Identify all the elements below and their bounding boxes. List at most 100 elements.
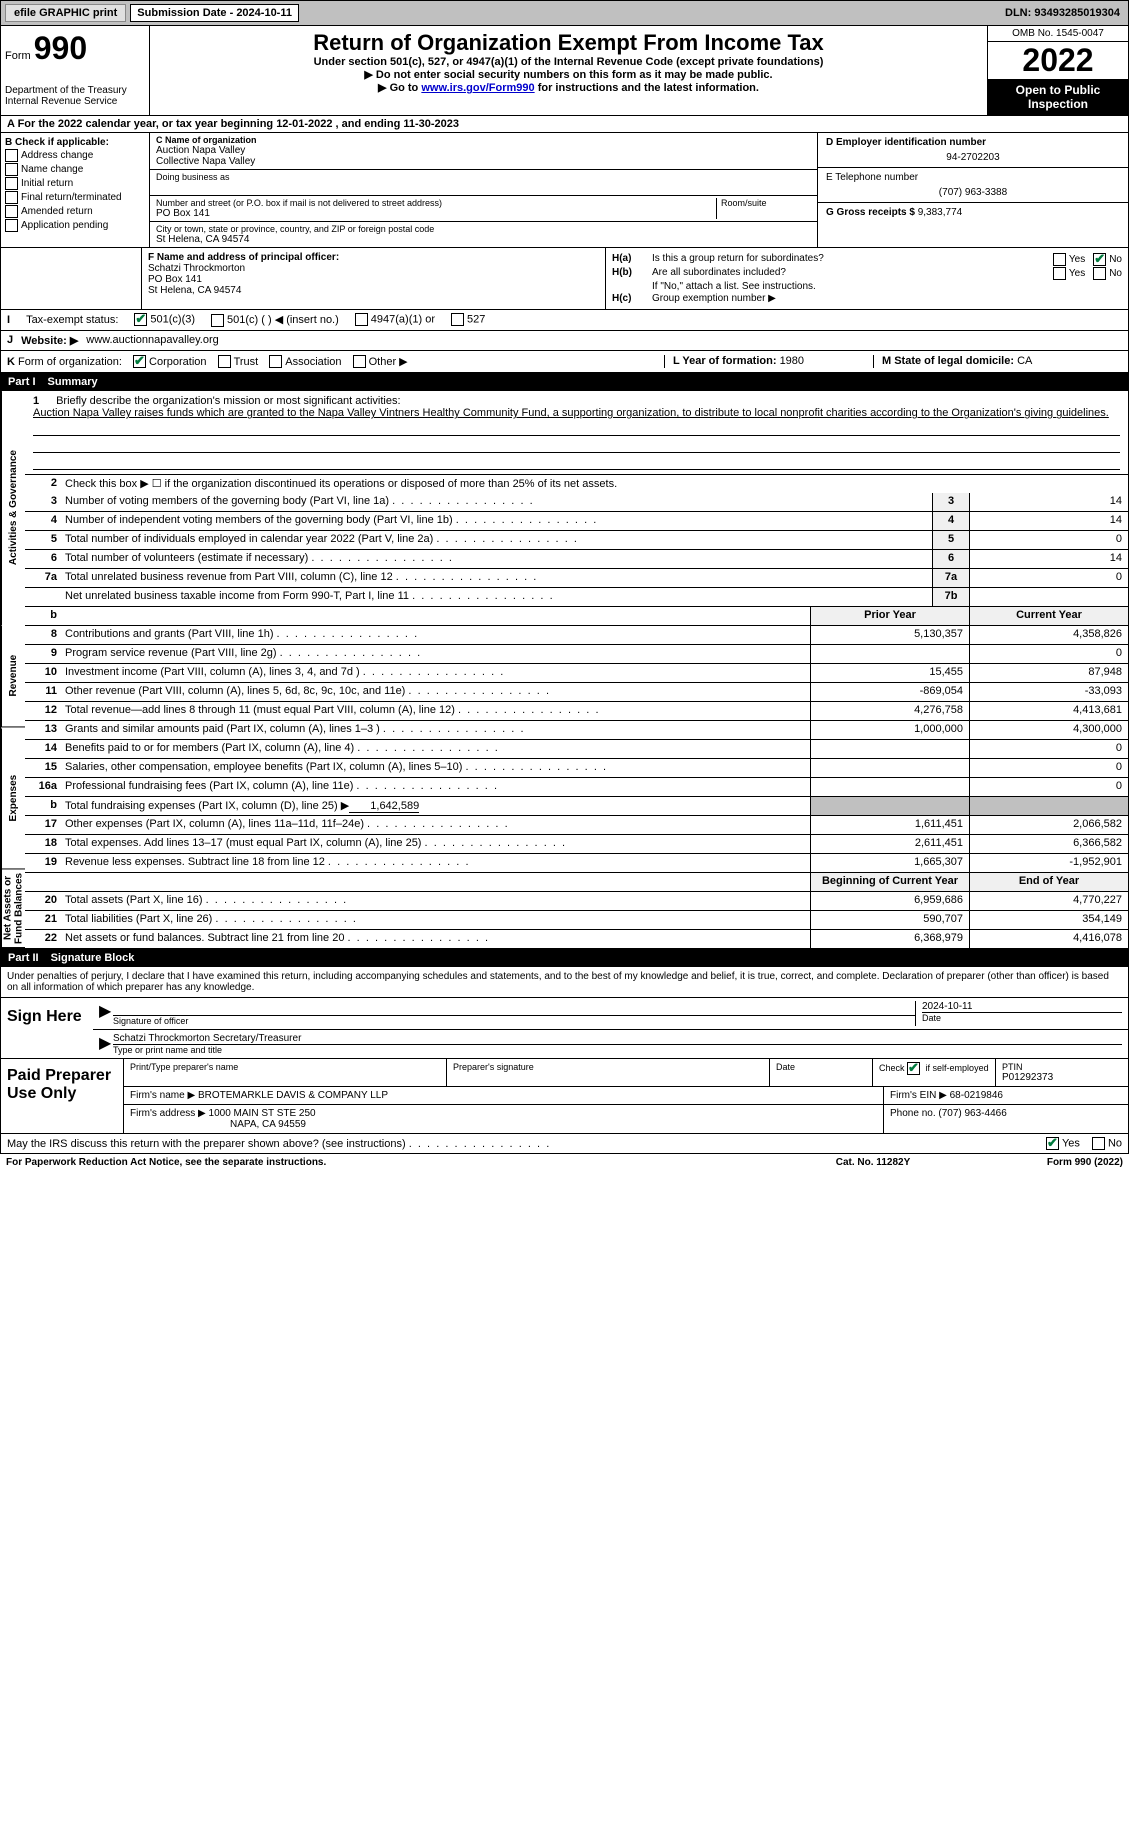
section-deg: D Employer identification number 94-2702… (818, 133, 1128, 247)
b-opt6: Application pending (21, 220, 108, 231)
chk-initial-return[interactable] (5, 177, 18, 190)
prior-year-val: 2,611,451 (810, 835, 969, 853)
summary-content: 1 Briefly describe the organization's mi… (25, 391, 1128, 948)
part-ii-title: Signature Block (51, 952, 135, 964)
footer-left: For Paperwork Reduction Act Notice, see … (6, 1157, 773, 1168)
line-desc: Revenue less expenses. Subtract line 18 … (61, 854, 810, 872)
dba-val (156, 182, 811, 193)
prep-print-lbl: Print/Type preparer's name (130, 1062, 440, 1072)
chk-name-change[interactable] (5, 163, 18, 176)
line-desc: Number of voting members of the governin… (61, 493, 932, 511)
chk-discuss-yes[interactable] (1046, 1137, 1059, 1150)
open-to-public: Open to Public Inspection (988, 79, 1128, 115)
discuss-question: May the IRS discuss this return with the… (7, 1138, 406, 1150)
officer-name: Schatzi Throckmorton (148, 263, 599, 274)
chk-discuss-no[interactable] (1092, 1137, 1105, 1150)
line-num: 21 (25, 911, 61, 929)
arrow-icon: ▶ (99, 1001, 113, 1026)
chk-ha-no[interactable] (1093, 253, 1106, 266)
firm-ein-lbl: Firm's EIN ▶ (890, 1090, 950, 1101)
current-year-val: 4,300,000 (969, 721, 1128, 739)
hb-note: If "No," attach a list. See instructions… (652, 281, 816, 292)
line-box-val: 14 (969, 493, 1128, 511)
prior-year-val: 6,368,979 (810, 930, 969, 948)
current-year-val: -1,952,901 (969, 854, 1128, 872)
summary-line: 22 Net assets or fund balances. Subtract… (25, 930, 1128, 948)
vtab-netassets: Net Assets or Fund Balances (1, 869, 25, 948)
chk-hb-yes[interactable] (1053, 267, 1066, 280)
prior-year-val: 590,707 (810, 911, 969, 929)
line-box-num: 6 (932, 550, 969, 568)
chk-application-pending[interactable] (5, 219, 18, 232)
ha-question: Is this a group return for subordinates? (652, 253, 1053, 266)
line-desc: Grants and similar amounts paid (Part IX… (61, 721, 810, 739)
summary-line: Net unrelated business taxable income fr… (25, 588, 1128, 607)
prior-year-val: 15,455 (810, 664, 969, 682)
i-o3: 4947(a)(1) or (371, 314, 435, 326)
line-num: 7a (25, 569, 61, 587)
line-box-num: 3 (932, 493, 969, 511)
line-num: 11 (25, 683, 61, 701)
chk-association[interactable] (269, 355, 282, 368)
line-desc: Total expenses. Add lines 13–17 (must eq… (61, 835, 810, 853)
chk-self-employed[interactable] (907, 1062, 920, 1075)
line-16b-py-shaded (810, 797, 969, 815)
chk-address-change[interactable] (5, 149, 18, 162)
blank-line-1 (33, 421, 1120, 436)
omb-number: OMB No. 1545-0047 (988, 26, 1128, 42)
line-box-val (969, 588, 1128, 606)
hb-yes: Yes (1069, 268, 1085, 279)
prior-year-val (810, 740, 969, 758)
chk-hb-no[interactable] (1093, 267, 1106, 280)
summary-line: 17 Other expenses (Part IX, column (A), … (25, 816, 1128, 835)
summary-line: 15 Salaries, other compensation, employe… (25, 759, 1128, 778)
discuss-row: May the IRS discuss this return with the… (0, 1134, 1129, 1154)
chk-final-return[interactable] (5, 191, 18, 204)
j-lbl: J (7, 334, 13, 347)
state-domicile: CA (1017, 355, 1032, 367)
current-year-val: 4,413,681 (969, 702, 1128, 720)
line-box-val: 0 (969, 569, 1128, 587)
chk-501c3[interactable] (134, 313, 147, 326)
chk-ha-yes[interactable] (1053, 253, 1066, 266)
prior-year-val (810, 759, 969, 777)
chk-trust[interactable] (218, 355, 231, 368)
i-title: Tax-exempt status: (26, 314, 118, 326)
ein-value: 94-2702203 (826, 152, 1120, 163)
irs-form990-link[interactable]: www.irs.gov/Form990 (421, 82, 534, 94)
chk-4947[interactable] (355, 313, 368, 326)
na-end-hdr: End of Year (969, 873, 1128, 891)
line-2-check: Check this box ▶ ☐ if the organization d… (61, 475, 1128, 493)
current-year-val: 0 (969, 645, 1128, 663)
prior-year-val (810, 778, 969, 796)
chk-corporation[interactable] (133, 355, 146, 368)
part-i-num: Part I (8, 376, 36, 388)
summary-line: 7a Total unrelated business revenue from… (25, 569, 1128, 588)
firm-ein: 68-0219846 (950, 1090, 1003, 1101)
chk-501c[interactable] (211, 314, 224, 327)
firm-addr-lbl: Firm's address ▶ (130, 1108, 209, 1119)
line-16b-val: 1,642,589 (349, 800, 419, 813)
prior-year-val: 1,000,000 (810, 721, 969, 739)
org-name-1: Auction Napa Valley (156, 145, 811, 156)
b-opt3: Initial return (21, 178, 73, 189)
prior-year-val: -869,054 (810, 683, 969, 701)
k-o4: Other ▶ (369, 356, 408, 368)
efile-print-button[interactable]: efile GRAPHIC print (5, 4, 126, 22)
part-ii-num: Part II (8, 952, 39, 964)
line-num: 5 (25, 531, 61, 549)
line-desc: Total liabilities (Part X, line 26) (61, 911, 810, 929)
line-desc: Net assets or fund balances. Subtract li… (61, 930, 810, 948)
hb-no: No (1109, 268, 1122, 279)
chk-other[interactable] (353, 355, 366, 368)
sub3-post: for instructions and the latest informat… (535, 82, 759, 94)
firm-phone-lbl: Phone no. (890, 1108, 938, 1119)
chk-527[interactable] (451, 313, 464, 326)
chk-amended-return[interactable] (5, 205, 18, 218)
form-title: Return of Organization Exempt From Incom… (158, 30, 979, 56)
hb-question: Are all subordinates included? (652, 267, 1053, 280)
prior-year-val: 1,665,307 (810, 854, 969, 872)
line-desc: Total number of individuals employed in … (61, 531, 932, 549)
line-num: 10 (25, 664, 61, 682)
summary-line: 19 Revenue less expenses. Subtract line … (25, 854, 1128, 873)
